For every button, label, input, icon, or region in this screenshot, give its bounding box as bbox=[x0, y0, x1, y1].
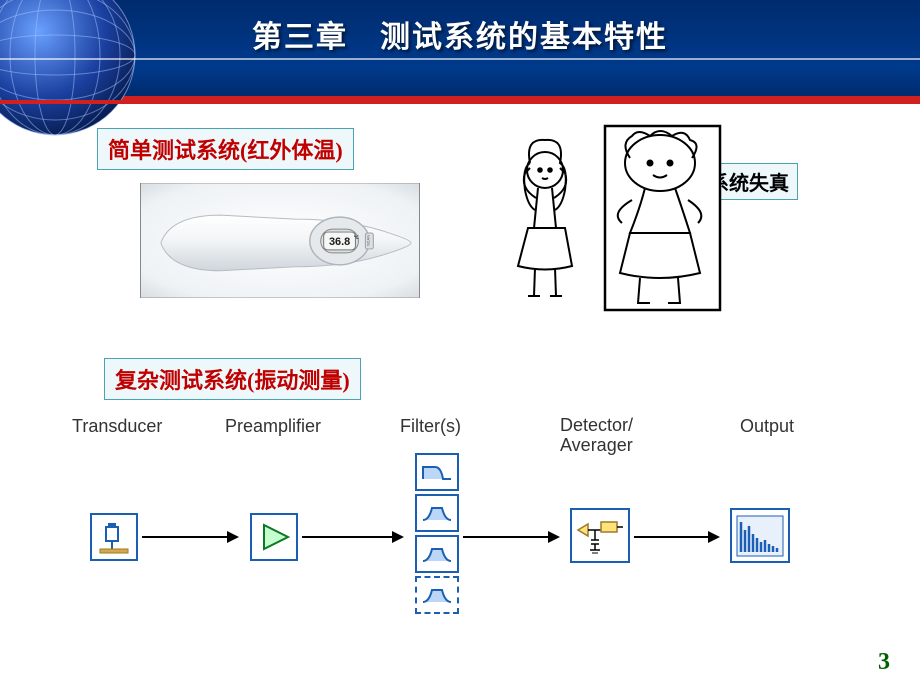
arrow-3 bbox=[463, 536, 558, 538]
filter-stack bbox=[415, 453, 459, 614]
stage-label-detector: Detector/ Averager bbox=[560, 416, 633, 456]
arrow-1 bbox=[142, 536, 237, 538]
svg-text:36.8: 36.8 bbox=[329, 236, 350, 248]
stage-label-preamplifier: Preamplifier bbox=[225, 416, 321, 437]
block-diagram: Transducer Preamplifier Filter(s) Detect… bbox=[60, 408, 880, 628]
filter-bandpass-2 bbox=[415, 535, 459, 573]
arrow-2 bbox=[302, 536, 402, 538]
arrow-4 bbox=[634, 536, 718, 538]
svg-text:SCAN: SCAN bbox=[365, 235, 370, 246]
transducer-block bbox=[90, 513, 138, 561]
thermometer-image: 36.8 ℃ SCAN bbox=[140, 183, 420, 298]
slide-header: 第三章 测试系统的基本特性 bbox=[0, 0, 920, 100]
slide-title: 第三章 测试系统的基本特性 bbox=[0, 12, 920, 56]
svg-text:℃: ℃ bbox=[353, 235, 359, 241]
stage-label-filters: Filter(s) bbox=[400, 416, 461, 437]
preamplifier-block bbox=[250, 513, 298, 561]
section1-label: 简单测试系统(红外体温) bbox=[97, 128, 354, 170]
detector-block bbox=[570, 508, 630, 563]
output-block bbox=[730, 508, 790, 563]
mirror-distortion-image bbox=[490, 118, 740, 318]
header-divider bbox=[0, 58, 920, 60]
stage-label-output: Output bbox=[740, 416, 794, 437]
stage-label-transducer: Transducer bbox=[72, 416, 162, 437]
section2-label: 复杂测试系统(振动测量) bbox=[104, 358, 361, 400]
filter-bandpass-1 bbox=[415, 494, 459, 532]
filter-bandpass-3 bbox=[415, 576, 459, 614]
filter-lowpass bbox=[415, 453, 459, 491]
page-number: 3 bbox=[878, 649, 890, 676]
